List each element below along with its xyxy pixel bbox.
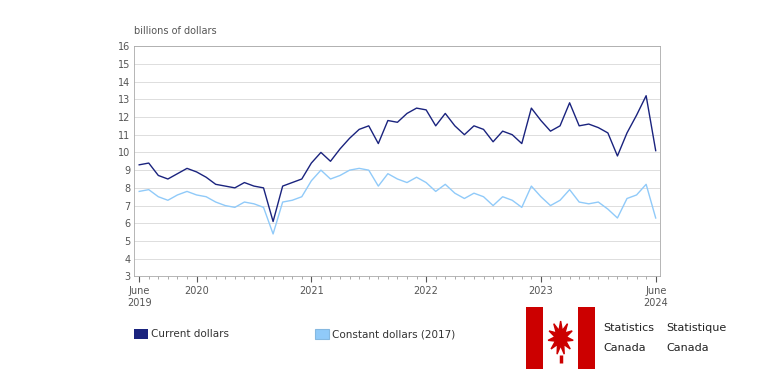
Text: Constant dollars (2017): Constant dollars (2017) [332, 329, 455, 339]
Text: billions of dollars: billions of dollars [134, 26, 217, 36]
Text: Canada: Canada [603, 343, 646, 353]
Text: Statistique: Statistique [667, 323, 727, 333]
Text: Current dollars: Current dollars [151, 329, 230, 339]
Polygon shape [548, 321, 573, 354]
Text: Statistics: Statistics [603, 323, 654, 333]
Bar [526, 307, 544, 369]
Bar [578, 307, 595, 369]
Text: Canada: Canada [667, 343, 710, 353]
Bar [544, 307, 578, 369]
